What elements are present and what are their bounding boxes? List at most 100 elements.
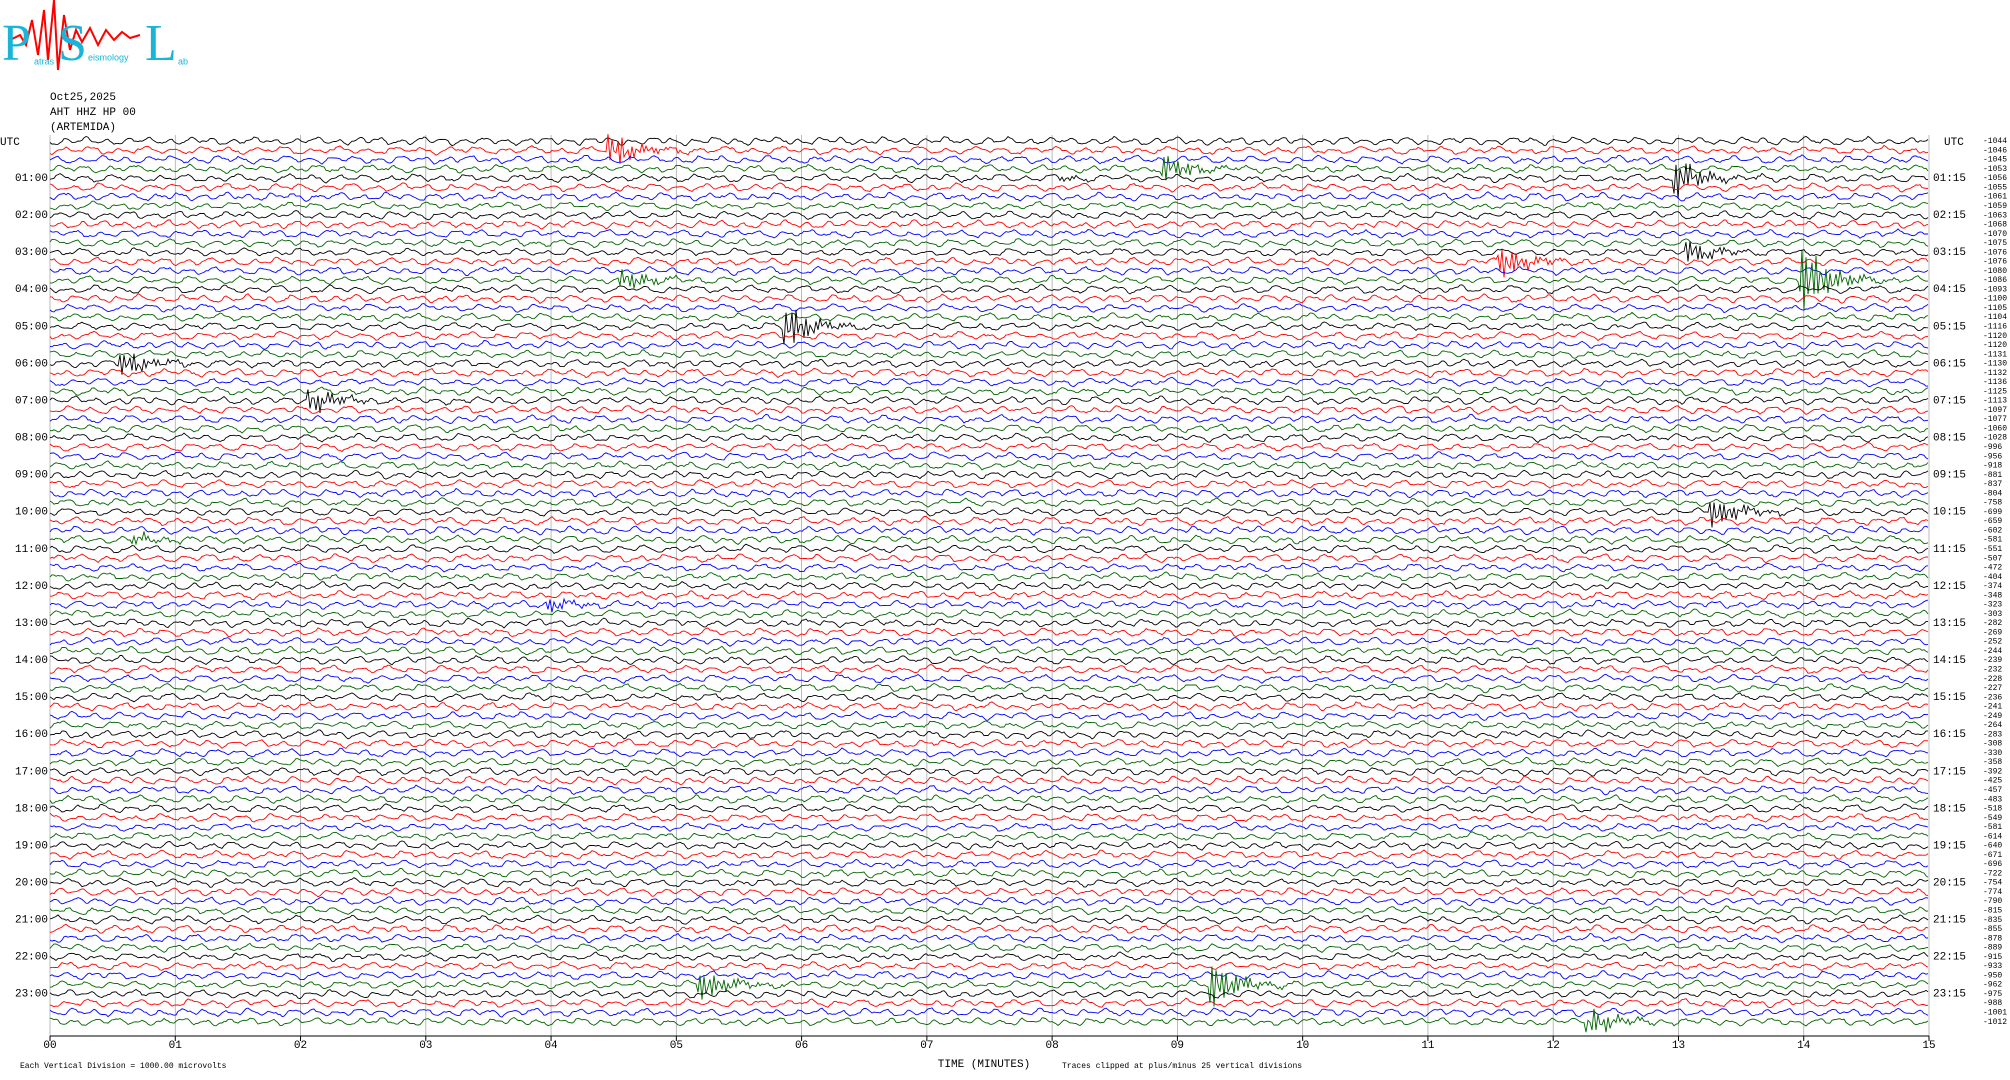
- trace: [49, 265, 1929, 276]
- trace: [49, 627, 1929, 638]
- clip-note: Traces clipped at plus/minus 25 vertical…: [1062, 1062, 1302, 1071]
- logo-word: atras: [34, 56, 55, 66]
- row-offset: -1093: [1983, 285, 2007, 294]
- logo-word: ab: [178, 56, 188, 66]
- row-offset: -835: [1983, 916, 2002, 925]
- trace: [49, 450, 1929, 462]
- hour-label: 04:15: [1933, 284, 1966, 296]
- row-offset: -881: [1983, 471, 2002, 480]
- row-offset: -227: [1983, 684, 2002, 693]
- trace: [49, 767, 1929, 777]
- trace: [49, 821, 1929, 833]
- trace: [49, 389, 1929, 413]
- trace: [49, 219, 1929, 230]
- row-offset: -282: [1983, 619, 2002, 628]
- row-offset: -1131: [1983, 350, 2007, 359]
- row-offset: -581: [1983, 823, 2002, 832]
- row-offset: -774: [1983, 888, 2002, 897]
- row-offset: -507: [1983, 554, 2002, 563]
- row-offset: -1044: [1983, 137, 2007, 146]
- row-offset: -1046: [1983, 146, 2007, 155]
- hour-label: 22:15: [1933, 952, 1966, 964]
- trace: [49, 571, 1929, 582]
- trace: [49, 877, 1929, 888]
- hour-label: 08:00: [15, 433, 48, 445]
- hour-label: 20:15: [1933, 878, 1966, 890]
- hour-label: 21:00: [15, 915, 48, 927]
- row-offset: -855: [1983, 925, 2002, 934]
- row-offset: -1076: [1983, 258, 2007, 267]
- x-tick-label: 00: [43, 1040, 56, 1052]
- row-offset: -962: [1983, 981, 2002, 990]
- row-offset: -244: [1983, 647, 2002, 656]
- row-offset: -283: [1983, 730, 2002, 739]
- row-offset: -581: [1983, 536, 2002, 545]
- row-offset: -1104: [1983, 313, 2007, 322]
- trace: [49, 497, 1929, 508]
- trace: [49, 441, 1929, 453]
- row-offset: -252: [1983, 638, 2002, 647]
- x-tick-label: 04: [544, 1040, 558, 1052]
- row-offset: -1012: [1983, 1018, 2007, 1027]
- x-tick-label: 13: [1672, 1040, 1685, 1052]
- row-offset: -348: [1983, 591, 2002, 600]
- trace: [49, 849, 1929, 861]
- row-offset: -933: [1983, 962, 2002, 971]
- trace: [49, 135, 1929, 147]
- x-tick-label: 08: [1046, 1040, 1059, 1052]
- trace: [49, 831, 1929, 842]
- row-offset: -1059: [1983, 202, 2007, 211]
- trace: [49, 191, 1929, 202]
- row-offset: -374: [1983, 582, 2002, 591]
- hour-label: 11:15: [1933, 544, 1966, 556]
- trace: [49, 423, 1929, 434]
- trace: [49, 970, 1929, 981]
- trace: [49, 775, 1929, 786]
- trace: [49, 914, 1929, 925]
- hour-label: 01:15: [1933, 173, 1966, 185]
- row-offset: -696: [1983, 860, 2002, 869]
- row-offset: -241: [1983, 703, 2002, 712]
- trace: [49, 562, 1929, 573]
- row-offset: -837: [1983, 480, 2002, 489]
- row-offset: -549: [1983, 814, 2002, 823]
- trace: [49, 701, 1929, 712]
- trace: [49, 803, 1929, 814]
- row-offset: -1045: [1983, 156, 2007, 165]
- row-offset: -602: [1983, 526, 2002, 535]
- trace: [49, 942, 1929, 953]
- trace: [49, 905, 1929, 916]
- row-offset: -1068: [1983, 221, 2007, 230]
- row-offset: -518: [1983, 805, 2002, 814]
- row-offset: -1120: [1983, 332, 2007, 341]
- trace: [49, 664, 1929, 675]
- row-offset: -956: [1983, 452, 2002, 461]
- row-offset: -671: [1983, 851, 2002, 860]
- row-offset: -1001: [1983, 1008, 2007, 1017]
- trace: [49, 636, 1929, 647]
- trace: [49, 302, 1929, 314]
- trace: [49, 654, 1929, 666]
- trace: [49, 951, 1929, 962]
- hour-label: 23:00: [15, 989, 48, 1001]
- trace: [49, 960, 1929, 971]
- trace: [49, 330, 1929, 342]
- hour-label: 16:00: [15, 729, 48, 741]
- x-tick-label: 05: [670, 1040, 683, 1052]
- hour-label: 19:15: [1933, 840, 1966, 852]
- row-offset: -457: [1983, 786, 2002, 795]
- row-offset: -614: [1983, 832, 2002, 841]
- trace: [49, 182, 1929, 193]
- trace: [49, 682, 1929, 694]
- row-offset: -358: [1983, 758, 2002, 767]
- row-offset: -232: [1983, 665, 2002, 674]
- hour-label: 23:15: [1933, 989, 1966, 1001]
- trace: [49, 793, 1929, 805]
- hour-label: 22:00: [15, 952, 48, 964]
- x-tick-label: 12: [1547, 1040, 1560, 1052]
- row-offset: -1125: [1983, 387, 2007, 396]
- trace: [49, 353, 1929, 375]
- hour-label: 10:00: [15, 507, 48, 519]
- row-offset: -1105: [1983, 304, 2007, 313]
